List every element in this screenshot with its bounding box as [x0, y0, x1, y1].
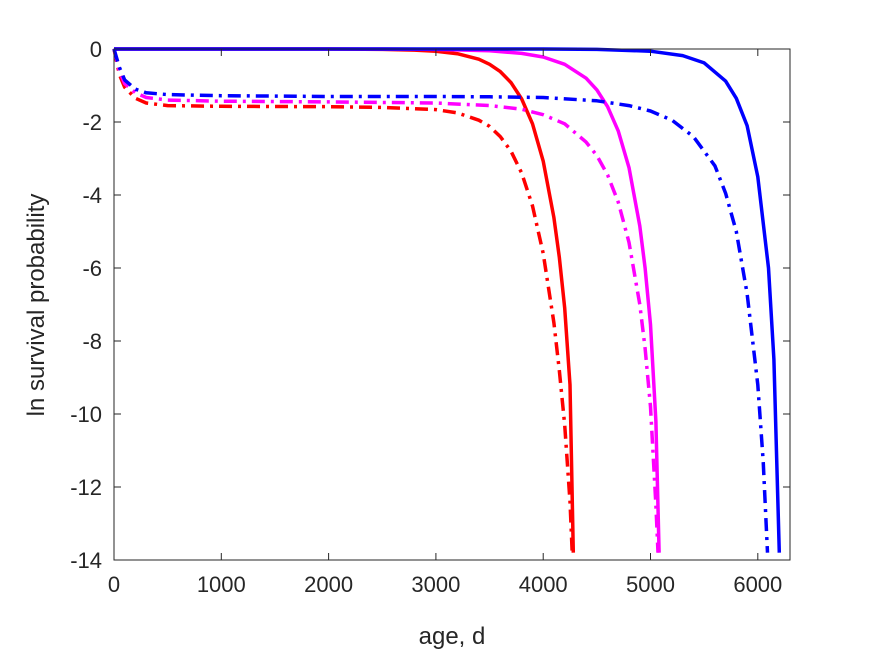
y-tick-label: -10 [70, 402, 102, 427]
x-tick-label: 4000 [519, 572, 568, 597]
y-tick-label: -12 [70, 475, 102, 500]
y-tick-label: -4 [82, 183, 102, 208]
x-axis-label: age, d [419, 623, 486, 650]
tick-layer: 0 1000 2000 3000 4000 5000 6000 0 -2 -4 -6 -8 -10 -12… [70, 37, 790, 597]
x-tick-label: 3000 [411, 572, 460, 597]
y-tick-label: -6 [82, 256, 102, 281]
series-line-6 [112, 48, 770, 553]
x-tick-label: 5000 [626, 572, 675, 597]
x-tick-label: 1000 [197, 572, 246, 597]
x-tick-label: 6000 [733, 572, 782, 597]
y-tick-label: 0 [90, 37, 102, 62]
y-axis-label: ln survival probability [23, 194, 50, 417]
x-tick-label: 2000 [304, 572, 353, 597]
y-tick-label: -2 [82, 110, 102, 135]
axes-box [113, 48, 791, 561]
y-tick-label: -8 [82, 329, 102, 354]
x-tick-label: 0 [108, 572, 120, 597]
series-line-4 [112, 48, 660, 553]
series-line-2 [112, 48, 574, 553]
y-tick-label: -14 [70, 548, 102, 573]
plot-area [114, 49, 790, 560]
